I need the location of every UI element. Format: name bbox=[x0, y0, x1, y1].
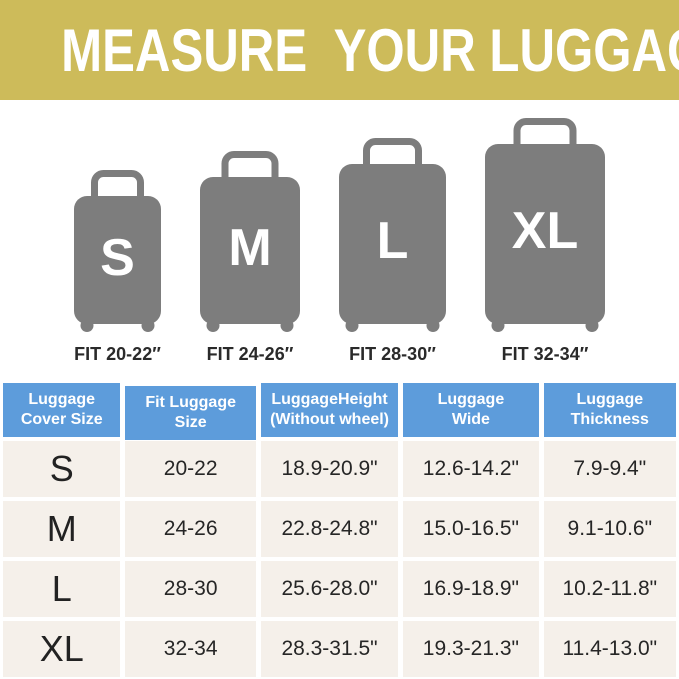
col-header-height: LuggageHeight (Without wheel) bbox=[260, 383, 399, 437]
fit-label-xl: FIT 32-34″ bbox=[501, 344, 589, 364]
cell-wide-l: 16.9-18.9" bbox=[403, 561, 539, 617]
size-table: Luggage Cover Size Fit Luggage Size Lugg… bbox=[3, 383, 676, 677]
suitcase-m-icon: M bbox=[200, 151, 300, 332]
suitcase-xl-icon: XL bbox=[485, 118, 605, 332]
cell-fit-size-xl: 32-34 bbox=[125, 621, 256, 677]
fit-label-m: FIT 24-26″ bbox=[206, 344, 294, 364]
cell-wide-s: 12.6-14.2" bbox=[403, 441, 539, 497]
luggage-size-m: M FIT 24-26″ bbox=[197, 151, 303, 364]
fit-label-s: FIT 20-22″ bbox=[74, 344, 161, 364]
cell-thickness-l: 10.2-11.8" bbox=[543, 561, 676, 617]
cell-height-l: 25.6-28.0" bbox=[260, 561, 399, 617]
cell-fit-size-s: 20-22 bbox=[125, 441, 256, 497]
luggage-size-diagram: S FIT 20-22″ M FIT 24-26″ L FIT 28-30″ bbox=[0, 118, 679, 364]
col-header-thickness: Luggage Thickness bbox=[543, 383, 676, 437]
luggage-size-s: S FIT 20-22″ bbox=[71, 170, 164, 364]
col-header-fit-size: Fit Luggage Size bbox=[125, 386, 256, 440]
cell-fit-size-m: 24-26 bbox=[125, 501, 256, 557]
cell-thickness-s: 7.9-9.4" bbox=[543, 441, 676, 497]
cell-cover-size-l: L bbox=[3, 561, 121, 617]
suitcase-s-letter: S bbox=[100, 229, 135, 287]
cell-thickness-m: 9.1-10.6" bbox=[543, 501, 676, 557]
suitcase-m-letter: M bbox=[228, 219, 271, 277]
suitcase-l-icon: L bbox=[339, 138, 446, 332]
col-header-cover-size: Luggage Cover Size bbox=[3, 383, 121, 437]
cell-wide-xl: 19.3-21.3" bbox=[403, 621, 539, 677]
cell-height-s: 18.9-20.9" bbox=[260, 441, 399, 497]
fit-label-l: FIT 28-30″ bbox=[349, 344, 436, 364]
cell-cover-size-m: M bbox=[3, 501, 121, 557]
cell-fit-size-l: 28-30 bbox=[125, 561, 256, 617]
cell-height-xl: 28.3-31.5" bbox=[260, 621, 399, 677]
cell-thickness-xl: 11.4-13.0" bbox=[543, 621, 676, 677]
cell-wide-m: 15.0-16.5" bbox=[403, 501, 539, 557]
cell-height-m: 22.8-24.8" bbox=[260, 501, 399, 557]
cell-cover-size-xl: XL bbox=[3, 621, 121, 677]
suitcase-xl-letter: XL bbox=[512, 202, 578, 260]
page-title: MEASURE YOUR LUGGAGE bbox=[61, 16, 679, 84]
col-header-wide: Luggage Wide bbox=[403, 383, 539, 437]
luggage-size-xl: XL FIT 32-34″ bbox=[482, 118, 608, 364]
luggage-size-l: L FIT 28-30″ bbox=[336, 138, 449, 364]
suitcase-s-icon: S bbox=[74, 170, 161, 332]
suitcase-l-letter: L bbox=[377, 212, 409, 270]
cell-cover-size-s: S bbox=[3, 441, 121, 497]
banner: MEASURE YOUR LUGGAGE bbox=[0, 0, 679, 100]
